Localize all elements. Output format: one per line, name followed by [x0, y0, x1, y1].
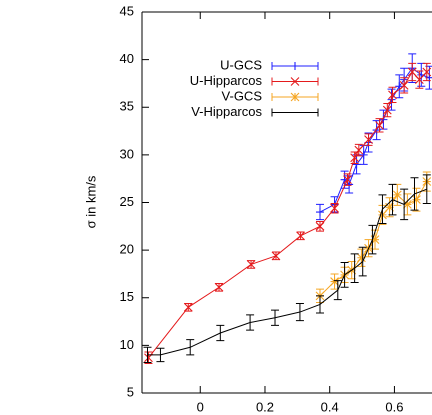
marker [392, 190, 402, 200]
y-tick-label: 15 [120, 289, 134, 304]
series-line [147, 188, 427, 356]
marker [352, 160, 361, 169]
marker [330, 277, 339, 286]
error-bar [295, 302, 304, 322]
error-bar [378, 194, 387, 224]
marker [399, 80, 409, 90]
y-tick-label: 10 [120, 337, 134, 352]
error-bar [368, 224, 377, 255]
marker [315, 208, 324, 217]
marker [271, 251, 281, 261]
x-tick-label: 0.2 [256, 399, 274, 414]
marker [385, 202, 394, 212]
y-tick-label: 30 [120, 146, 134, 161]
legend-swatch [271, 108, 319, 117]
marker [422, 67, 432, 77]
marker [290, 77, 300, 86]
marker [364, 135, 373, 145]
plot-area [143, 53, 432, 364]
marker [414, 75, 424, 85]
marker [183, 302, 193, 312]
y-axis-label: σ in km/s [83, 175, 98, 228]
error-bar [156, 347, 165, 363]
legend-label: V-GCS [222, 88, 263, 103]
marker [370, 235, 380, 245]
marker [375, 120, 384, 130]
error-bar [350, 253, 359, 284]
marker [354, 145, 364, 155]
error-bar [333, 280, 342, 301]
error-bar [246, 314, 255, 331]
error-bar [315, 295, 324, 314]
y-tick-label: 20 [120, 242, 134, 257]
y-tick-label: 5 [127, 384, 134, 399]
x-tick-label: 0 [197, 399, 204, 414]
error-bar [358, 246, 367, 277]
x-tick-label: 0.4 [321, 399, 339, 414]
marker [290, 92, 300, 102]
marker [296, 231, 305, 241]
y-tick-label: 25 [120, 194, 134, 209]
marker [214, 282, 224, 292]
x-tick-label: 0.6 [385, 399, 403, 414]
legend-label: U-GCS [220, 57, 262, 72]
marker [359, 150, 368, 159]
y-tick-label: 45 [120, 3, 134, 18]
y-tick-label: 40 [120, 51, 134, 66]
y-tick-label: 35 [120, 99, 134, 114]
error-bar [271, 309, 280, 326]
marker [291, 62, 299, 70]
error-bar [340, 262, 349, 288]
marker [343, 175, 352, 185]
legend-label: V-Hipparcos [191, 104, 262, 119]
marker [382, 105, 392, 115]
error-bar [216, 324, 225, 342]
marker [388, 90, 397, 100]
marker [407, 67, 417, 77]
marker [402, 200, 412, 209]
marker [412, 195, 421, 205]
marker [357, 253, 366, 263]
marker [350, 153, 360, 163]
marker [246, 260, 256, 269]
error-bar [422, 174, 431, 204]
marker [330, 203, 339, 213]
error-bar [410, 177, 419, 211]
error-bar [186, 339, 195, 356]
error-bar [388, 183, 397, 216]
marker [315, 221, 325, 231]
error-bar [143, 346, 152, 364]
legend-label: U-Hipparcos [190, 73, 263, 88]
error-bar [400, 188, 409, 221]
